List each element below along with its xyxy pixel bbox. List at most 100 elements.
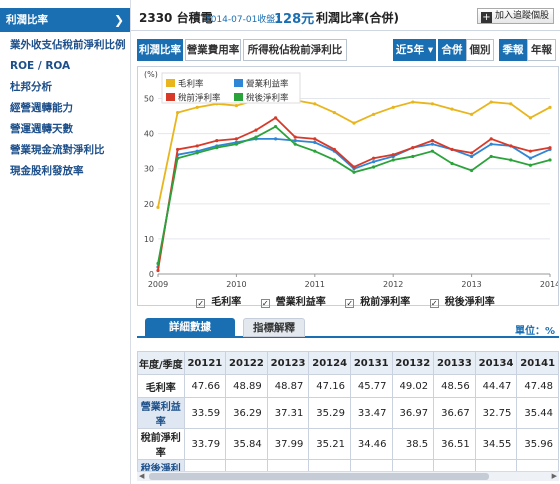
- table-cell: 35.84: [225, 428, 268, 460]
- tab-tax-ratio[interactable]: 所得稅佔稅前淨利比: [243, 39, 347, 61]
- data-point: [313, 137, 317, 141]
- data-point: [254, 135, 258, 139]
- data-point: [352, 170, 356, 174]
- data-point: [156, 261, 160, 266]
- tab-detail-data[interactable]: 詳細數據: [145, 318, 235, 337]
- scroll-left-icon[interactable]: ◀: [139, 472, 145, 480]
- data-point: [195, 105, 199, 109]
- sidebar-item-dividend-ratio[interactable]: 現金股利發放率: [10, 165, 84, 177]
- x-tick-label: 2014: [540, 280, 558, 289]
- table-cell: 35.21: [308, 428, 351, 460]
- tab-profit-ratio[interactable]: 利潤比率: [137, 39, 183, 61]
- sidebar-item-profit-ratio[interactable]: 利潤比率 ❯: [0, 8, 130, 32]
- chart-legend-bottom: ✓ 毛利率 ✓ 營業利益率 ✓ 稅前淨利率 ✓ 稅後淨利率: [131, 293, 560, 308]
- view-single-button[interactable]: 個別: [466, 39, 494, 61]
- data-table-wrap: 年度/季度 20121 20122 20123 20124 20131 20132 2013…: [137, 351, 559, 481]
- table-cell: 36.51: [433, 428, 476, 460]
- data-point: [293, 142, 297, 146]
- data-point: [274, 125, 278, 129]
- sidebar-item-roe-roa[interactable]: ROE / ROA: [10, 60, 71, 72]
- data-point: [372, 112, 376, 116]
- tab-opex-ratio[interactable]: 營業費用率: [185, 39, 241, 61]
- data-point: [509, 102, 513, 106]
- data-point: [215, 146, 219, 150]
- column-header: 20141: [516, 351, 559, 375]
- y-unit-label: (%): [144, 70, 158, 79]
- scroll-right-icon[interactable]: ▶: [551, 472, 557, 480]
- stock-code: 2330 台積電: [139, 11, 213, 25]
- legend-toggle-pretax[interactable]: ✓ 稅前淨利率: [345, 297, 411, 308]
- row-label: 營業利益率: [137, 397, 185, 429]
- checkbox-icon: ✓: [196, 299, 206, 308]
- table-cell: 33.47: [349, 397, 393, 429]
- y-tick-label: 30: [144, 165, 154, 174]
- data-table: 年度/季度 20121 20122 20123 20124 20131 20132 2013…: [137, 351, 559, 481]
- plus-icon: +: [480, 12, 492, 23]
- table-cell: 33.59: [183, 397, 227, 429]
- table-cell: 37.31: [266, 397, 310, 429]
- period-quarter-button[interactable]: 季報: [499, 39, 527, 61]
- legend-swatch: [234, 79, 243, 87]
- table-cell: 48.87: [266, 374, 310, 398]
- data-point: [489, 100, 493, 104]
- period-year-button[interactable]: 年報: [527, 39, 556, 61]
- table-cell: 33.79: [183, 428, 227, 460]
- data-point: [332, 158, 336, 162]
- horizontal-scrollbar[interactable]: ◀ ▶: [137, 471, 559, 481]
- column-header: 20123: [266, 351, 310, 375]
- data-point: [450, 107, 454, 111]
- table-row: 稅前淨利率 33.79 35.84 37.99 35.21 34.46 38.5 36.51 3…: [137, 428, 559, 460]
- legend-toggle-operating[interactable]: ✓ 營業利益率: [260, 297, 326, 308]
- legend-toggle-aftertax[interactable]: ✓ 稅後淨利率: [429, 297, 495, 308]
- table-cell: 38.5: [391, 428, 435, 460]
- data-point: [391, 153, 395, 157]
- scrollbar-thumb[interactable]: [149, 473, 489, 480]
- table-cell: 36.29: [225, 397, 268, 429]
- data-point: [548, 146, 552, 150]
- data-point: [509, 158, 513, 162]
- sidebar-item-nonop-ratio[interactable]: 業外收支佔稅前淨利比例: [10, 39, 126, 51]
- data-point: [411, 146, 415, 150]
- checkbox-icon: ✓: [429, 299, 439, 308]
- sidebar-item-dupont[interactable]: 杜邦分析: [10, 81, 52, 93]
- unit-label: 單位：%: [514, 326, 555, 337]
- y-tick-label: 10: [144, 235, 154, 244]
- data-point: [352, 121, 356, 125]
- sidebar-item-turnover[interactable]: 經營週轉能力: [10, 102, 73, 114]
- column-header: 20122: [225, 351, 268, 375]
- legend-toggle-gross[interactable]: ✓ 毛利率: [196, 297, 242, 308]
- data-point: [332, 110, 336, 115]
- data-point: [274, 116, 278, 120]
- data-point: [470, 154, 474, 159]
- sidebar: 利潤比率 ❯ 業外收支佔稅前淨利比例 ROE / ROA 杜邦分析 經營週轉能力…: [0, 0, 131, 484]
- data-point: [176, 110, 180, 115]
- row-label: 稅前淨利率: [137, 428, 185, 460]
- add-follow-button[interactable]: + 加入追蹤個股: [476, 8, 554, 24]
- table-cell: 36.67: [433, 397, 476, 429]
- table-cell: 45.77: [349, 374, 393, 398]
- checkbox-icon: ✓: [260, 299, 270, 308]
- table-cell: 34.55: [474, 428, 518, 460]
- sidebar-item-cashflow-ratio[interactable]: 營業現金流對淨利比: [10, 144, 105, 156]
- legend-swatch: [166, 93, 175, 101]
- series-line-1: [157, 138, 551, 268]
- data-point: [254, 128, 258, 132]
- data-point: [176, 147, 180, 152]
- data-point: [470, 151, 474, 155]
- tab-indicator-explain[interactable]: 指標解釋: [243, 318, 305, 337]
- sidebar-item-turnover-days[interactable]: 營運週轉天數: [10, 123, 73, 135]
- legend-label: 稅前淨利率: [178, 93, 221, 104]
- page-header: 2330 台積電 2014-07-01收盤： 128元 利潤比率(合併) + 加入…: [131, 0, 560, 31]
- data-point: [352, 165, 356, 169]
- data-point: [430, 139, 434, 143]
- y-tick-label: 0: [149, 270, 154, 279]
- column-header: 20124: [308, 351, 351, 375]
- table-cell: 35.44: [516, 397, 559, 429]
- data-point: [509, 144, 513, 148]
- range-select[interactable]: 近5年 ▾: [393, 39, 436, 61]
- x-tick-label: 2012: [383, 280, 403, 289]
- data-point: [450, 147, 454, 152]
- data-point: [391, 105, 395, 109]
- chart-area: 0 10 20 30 40 50 (%) 2009 2010 2011 2012 2013 2014 毛利…: [137, 66, 560, 306]
- view-merged-button[interactable]: 合併: [438, 39, 466, 61]
